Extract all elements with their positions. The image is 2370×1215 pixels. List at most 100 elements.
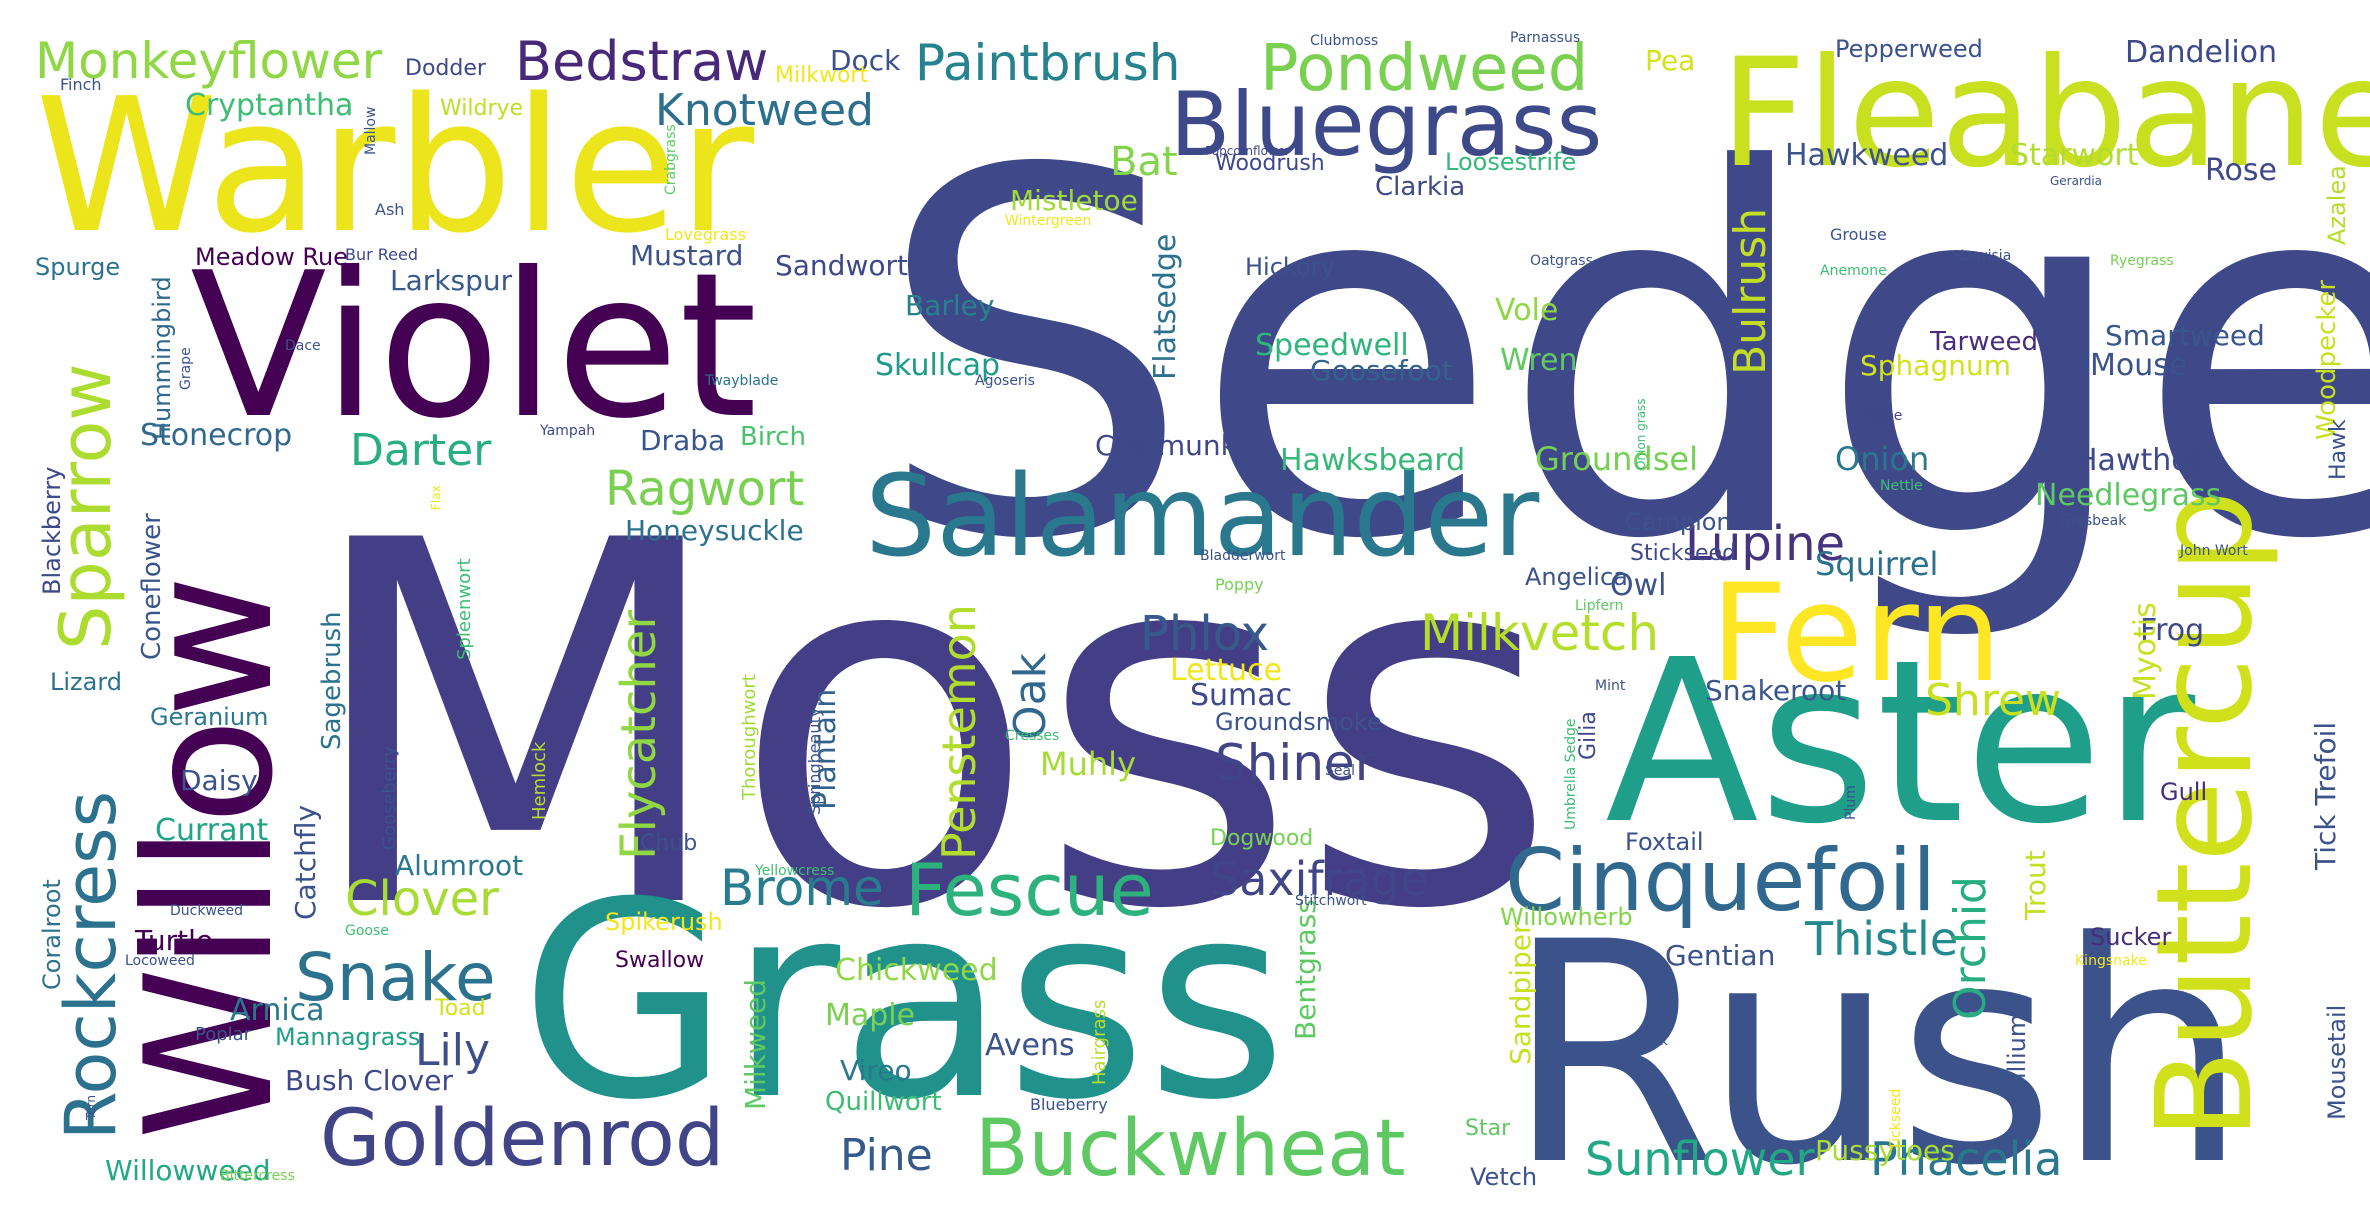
word-swallow: Swallow xyxy=(615,948,704,973)
word-spurge: Spurge xyxy=(35,253,120,281)
word-azalea: Azalea xyxy=(2323,165,2351,245)
word-wren: Wren xyxy=(1500,343,1577,378)
word-honeysuckle: Honeysuckle xyxy=(625,514,804,547)
word-umbrella-sedge: Umbrella Sedge xyxy=(1563,718,1579,830)
word-speedwell: Speedwell xyxy=(1255,328,1409,363)
word-skink: Skink xyxy=(1630,1033,1669,1049)
word-bur-reed: Bur Reed xyxy=(345,245,418,264)
word-meadow-rue: Meadow Rue xyxy=(195,243,348,271)
word-currant: Currant xyxy=(155,813,268,848)
word-sparrow: Sparrow xyxy=(45,363,127,650)
word-aster: Aster xyxy=(1605,612,2196,874)
word-flax: Flax xyxy=(429,485,443,510)
word-phacelia: Phacelia xyxy=(1870,1132,2062,1186)
word-dandelion: Dandelion xyxy=(2125,35,2277,70)
word-pine: Pine xyxy=(840,1130,933,1181)
word-blackberry: Blackberry xyxy=(38,467,66,595)
word-mallow: Mallow xyxy=(363,107,379,155)
word-smartweed: Smartweed xyxy=(2105,319,2265,352)
word-mannagrass: Mannagrass xyxy=(275,1023,420,1051)
word-barley: Barley xyxy=(905,289,994,322)
word-hairgrass: Hairgrass xyxy=(1089,1000,1110,1085)
word-bulrush: Bulrush xyxy=(1725,208,1776,375)
word-agoseris: Agoseris xyxy=(975,373,1035,389)
word-mustard: Mustard xyxy=(630,239,743,272)
word-mouse: Mouse xyxy=(2090,348,2187,383)
word-lily: Lily xyxy=(415,1025,490,1076)
word-willowherb: Willowherb xyxy=(1500,903,1633,931)
word-cinquefoil: Cinquefoil xyxy=(1505,831,1936,931)
word-rockcress: Rockcress xyxy=(50,791,132,1140)
word-woodpecker: Woodpecker xyxy=(2312,280,2342,440)
word-goose: Goose xyxy=(345,923,389,939)
word-pea: Pea xyxy=(1645,44,1695,77)
word-penstemon: Penstemon xyxy=(932,604,986,860)
word-mint: Mint xyxy=(1595,678,1626,694)
word-oak: Oak xyxy=(1005,652,1056,740)
word-plantain: Plantain xyxy=(808,689,843,810)
word-lizard: Lizard xyxy=(50,668,122,696)
word-onion-grass: Onion grass xyxy=(1634,398,1648,470)
word-fescue: Fescue xyxy=(905,848,1154,932)
word-catchfly: Catchfly xyxy=(289,805,322,920)
word-sunflower: Sunflower xyxy=(1585,1132,1815,1186)
word-vireo: Vireo xyxy=(840,1054,912,1087)
word-grass: Grass xyxy=(520,844,1287,1159)
word-needlegrass: Needlegrass xyxy=(2035,478,2221,513)
word-john-wort: John Wort xyxy=(2179,543,2248,559)
word-stickseed: Stickseed xyxy=(1630,541,1736,566)
word-stonecrop: Stonecrop xyxy=(140,418,292,453)
word-flycatcher: Flycatcher xyxy=(611,610,667,860)
word-fleabane: Fleabane xyxy=(1720,27,2370,201)
word-arnica: Arnica xyxy=(230,993,325,1028)
word-paintbrush: Paintbrush xyxy=(915,34,1180,92)
word-locoweed: Locoweed xyxy=(125,953,195,969)
word-coralroot: Coralroot xyxy=(38,879,66,990)
word-sandpiper: Sandpiper xyxy=(1504,922,1537,1065)
word-monkeyflower: Monkeyflower xyxy=(35,32,383,90)
word-grouse: Grouse xyxy=(1830,225,1887,244)
word-trout: Trout xyxy=(2019,850,2052,921)
word-mistletoe: Mistletoe xyxy=(1010,184,1138,217)
word-moss: Moss xyxy=(300,436,1558,1018)
word-starwort: Starwort xyxy=(2010,138,2139,173)
word-salamander: Salamander xyxy=(865,452,1540,582)
word-gilia: Gilia xyxy=(1576,711,1601,760)
word-bittercress: Bittercress xyxy=(220,1168,295,1184)
word-frog: Frog xyxy=(2140,613,2204,648)
word-sedge: Sedge xyxy=(875,66,2370,648)
word-alumroot: Alumroot xyxy=(395,849,523,882)
word-tern: Tern xyxy=(84,1095,98,1121)
word-clarkia: Clarkia xyxy=(1375,172,1465,202)
word-seal: Seal xyxy=(1325,763,1355,779)
word-birch: Birch xyxy=(740,422,806,452)
word-buckwheat: Buckwheat xyxy=(975,1104,1406,1194)
word-woodrush: Woodrush xyxy=(1215,151,1325,176)
word-duckweed: Duckweed xyxy=(170,903,243,919)
word-dogwood: Dogwood xyxy=(1210,826,1313,851)
word-thistle: Thistle xyxy=(1804,912,1958,966)
word-foxtail: Foxtail xyxy=(1625,828,1704,856)
word-star: Star xyxy=(1465,1116,1511,1141)
word-goosefoot: Goosefoot xyxy=(1310,354,1453,387)
word-hawthorn: Hawthorn xyxy=(2075,443,2220,478)
word-onion: Onion xyxy=(1835,440,1929,478)
word-thoroughwort: Thoroughwort xyxy=(739,674,760,801)
word-ragwort: Ragwort xyxy=(605,461,804,517)
word-oatgrass: Oatgrass xyxy=(1530,253,1593,269)
word-lewisia: Lewisia xyxy=(1960,248,2011,264)
word-pussytoes: Pussytoes xyxy=(1815,1134,1955,1167)
word-hawkweed: Hawkweed xyxy=(1785,138,1948,173)
word-kingsnake: Kingsnake xyxy=(2075,953,2147,969)
word-poppy: Poppy xyxy=(1215,575,1264,594)
word-hawk: Hawk xyxy=(2326,419,2351,480)
word-pepperweed: Pepperweed xyxy=(1835,35,1983,63)
word-coneflower: Coneflower xyxy=(137,513,167,660)
word-groundsel: Groundsel xyxy=(1535,440,1698,478)
word-yampah: Yampah xyxy=(539,423,595,439)
word-lettuce: Lettuce xyxy=(1170,653,1282,688)
word-nettle: Nettle xyxy=(1880,478,1923,494)
word-gentian: Gentian xyxy=(1665,939,1775,972)
word-sandwort: Sandwort xyxy=(775,249,908,282)
word-dace: Dace xyxy=(285,338,321,354)
